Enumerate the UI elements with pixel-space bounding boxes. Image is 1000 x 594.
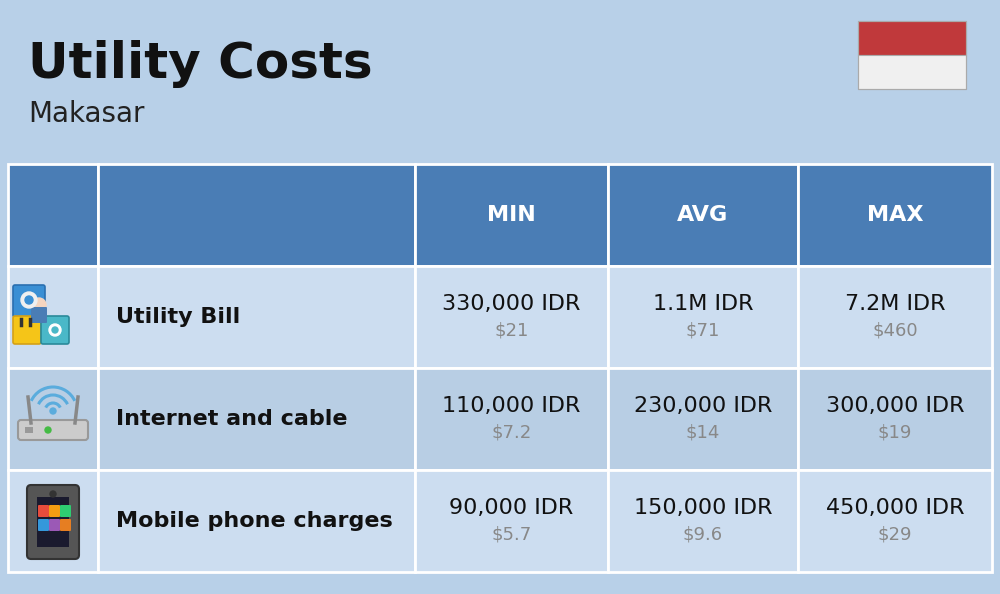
Text: MIN: MIN	[487, 205, 536, 225]
FancyBboxPatch shape	[60, 519, 71, 531]
FancyBboxPatch shape	[858, 21, 966, 55]
FancyBboxPatch shape	[608, 164, 798, 266]
Text: $7.2: $7.2	[491, 424, 532, 442]
FancyBboxPatch shape	[608, 368, 798, 470]
FancyBboxPatch shape	[37, 497, 69, 547]
Circle shape	[49, 324, 61, 336]
FancyBboxPatch shape	[415, 266, 608, 368]
Text: Internet and cable: Internet and cable	[116, 409, 348, 429]
FancyBboxPatch shape	[98, 266, 415, 368]
FancyBboxPatch shape	[13, 285, 45, 317]
Text: MAX: MAX	[867, 205, 923, 225]
FancyBboxPatch shape	[98, 368, 415, 470]
Text: $21: $21	[494, 322, 529, 340]
FancyBboxPatch shape	[8, 164, 98, 266]
Text: $14: $14	[686, 424, 720, 442]
FancyBboxPatch shape	[798, 266, 992, 368]
Text: 450,000 IDR: 450,000 IDR	[826, 498, 964, 518]
FancyBboxPatch shape	[798, 368, 992, 470]
FancyBboxPatch shape	[60, 505, 71, 517]
Text: $71: $71	[686, 322, 720, 340]
FancyBboxPatch shape	[8, 266, 98, 368]
FancyBboxPatch shape	[41, 316, 69, 344]
Circle shape	[21, 292, 37, 308]
FancyBboxPatch shape	[8, 470, 98, 572]
Text: $19: $19	[878, 424, 912, 442]
Text: 90,000 IDR: 90,000 IDR	[449, 498, 574, 518]
FancyBboxPatch shape	[25, 427, 33, 433]
Text: 110,000 IDR: 110,000 IDR	[442, 396, 581, 416]
Circle shape	[25, 296, 33, 304]
FancyBboxPatch shape	[415, 164, 608, 266]
FancyBboxPatch shape	[38, 505, 49, 517]
FancyBboxPatch shape	[18, 420, 88, 440]
FancyBboxPatch shape	[38, 519, 49, 531]
FancyBboxPatch shape	[858, 55, 966, 89]
Text: $9.6: $9.6	[683, 526, 723, 544]
Circle shape	[50, 491, 56, 497]
FancyBboxPatch shape	[415, 470, 608, 572]
FancyBboxPatch shape	[49, 505, 60, 517]
FancyBboxPatch shape	[98, 470, 415, 572]
Circle shape	[52, 327, 58, 333]
Text: 300,000 IDR: 300,000 IDR	[826, 396, 964, 416]
FancyBboxPatch shape	[13, 316, 41, 344]
Text: 1.1M IDR: 1.1M IDR	[653, 294, 753, 314]
FancyBboxPatch shape	[798, 164, 992, 266]
Text: Utility Bill: Utility Bill	[116, 307, 240, 327]
Text: $5.7: $5.7	[491, 526, 532, 544]
Circle shape	[32, 298, 46, 312]
FancyBboxPatch shape	[31, 307, 47, 323]
Text: 230,000 IDR: 230,000 IDR	[634, 396, 772, 416]
Circle shape	[45, 427, 51, 433]
Text: Mobile phone charges: Mobile phone charges	[116, 511, 393, 531]
Text: $460: $460	[872, 322, 918, 340]
FancyBboxPatch shape	[415, 368, 608, 470]
Text: 330,000 IDR: 330,000 IDR	[442, 294, 581, 314]
FancyBboxPatch shape	[608, 266, 798, 368]
FancyBboxPatch shape	[98, 164, 415, 266]
Text: Makasar: Makasar	[28, 100, 144, 128]
FancyBboxPatch shape	[27, 485, 79, 559]
Text: 150,000 IDR: 150,000 IDR	[634, 498, 772, 518]
Circle shape	[50, 408, 56, 414]
Text: Utility Costs: Utility Costs	[28, 40, 373, 88]
FancyBboxPatch shape	[608, 470, 798, 572]
FancyBboxPatch shape	[49, 519, 60, 531]
FancyBboxPatch shape	[798, 470, 992, 572]
Text: AVG: AVG	[677, 205, 729, 225]
Text: 7.2M IDR: 7.2M IDR	[845, 294, 945, 314]
Text: $29: $29	[878, 526, 912, 544]
FancyBboxPatch shape	[8, 368, 98, 470]
